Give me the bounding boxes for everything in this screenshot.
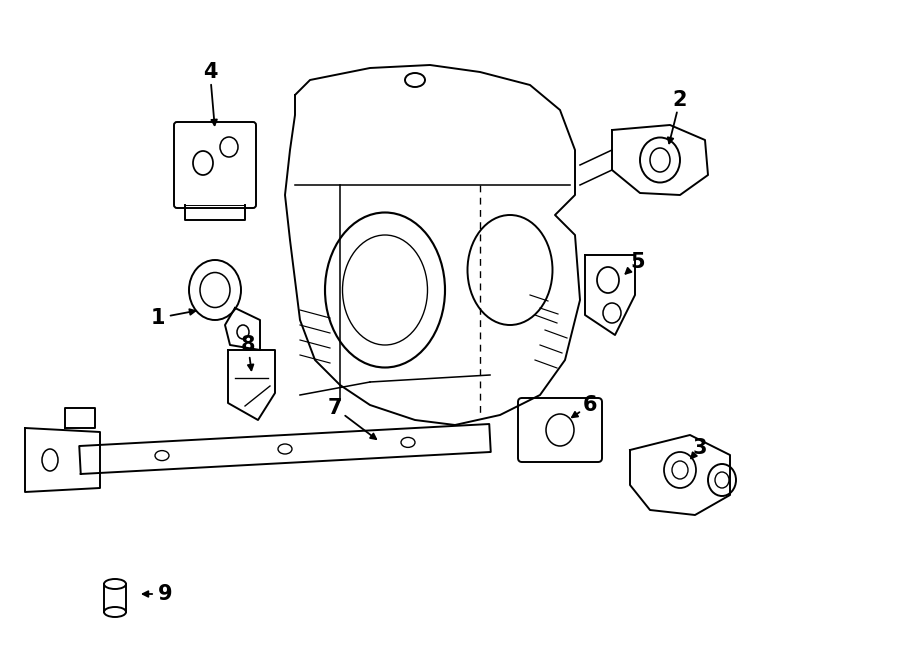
Ellipse shape [200,272,230,307]
Ellipse shape [715,472,729,488]
Ellipse shape [405,73,425,87]
FancyBboxPatch shape [174,122,256,208]
Text: 5: 5 [631,252,645,272]
Ellipse shape [640,137,680,182]
Text: 8: 8 [241,335,256,355]
Ellipse shape [42,449,58,471]
Ellipse shape [237,325,249,339]
Text: 2: 2 [673,90,688,110]
Ellipse shape [401,438,415,447]
Text: 3: 3 [693,438,707,458]
Ellipse shape [104,579,126,589]
Ellipse shape [546,414,574,446]
Ellipse shape [278,444,292,454]
Ellipse shape [155,451,169,461]
Ellipse shape [603,303,621,323]
Ellipse shape [708,464,736,496]
Ellipse shape [189,260,241,320]
Ellipse shape [597,267,619,293]
Text: 7: 7 [328,398,342,418]
Ellipse shape [650,148,670,172]
FancyBboxPatch shape [518,398,602,462]
Ellipse shape [664,452,696,488]
Ellipse shape [672,461,688,479]
Ellipse shape [104,607,126,617]
Ellipse shape [193,151,213,175]
Text: 9: 9 [158,584,172,604]
Text: 1: 1 [151,308,166,328]
Ellipse shape [220,137,238,157]
Text: 4: 4 [202,62,217,82]
Text: 6: 6 [583,395,598,415]
